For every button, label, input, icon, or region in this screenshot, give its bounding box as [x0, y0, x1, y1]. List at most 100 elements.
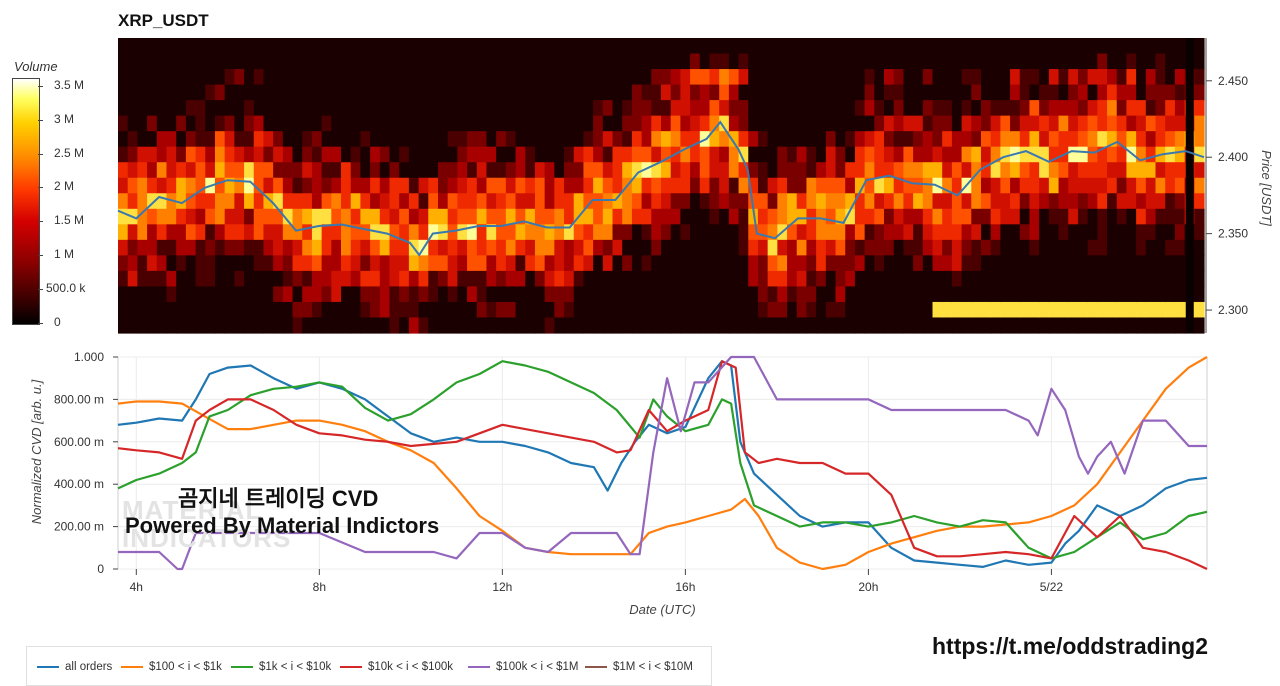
heatmap-cell	[719, 115, 730, 132]
cvd-xtick-label: 5/22	[1040, 580, 1064, 594]
heatmap-cell	[893, 317, 905, 334]
heatmap-cell	[913, 69, 924, 86]
heatmap-cell	[428, 146, 439, 163]
heatmap-cell	[913, 53, 924, 70]
heatmap-cell	[534, 69, 546, 86]
legend-item[interactable]: $10k < i < $100k	[340, 661, 453, 673]
heatmap-cell	[922, 131, 934, 148]
heatmap-cell	[845, 193, 856, 210]
heatmap-cell	[418, 146, 429, 163]
heatmap-cell	[1194, 38, 1205, 55]
heatmap-cell	[825, 162, 837, 179]
heatmap-cell	[961, 38, 972, 55]
heatmap-cell	[709, 208, 720, 225]
heatmap-cell	[224, 84, 235, 101]
heatmap-cell	[302, 100, 313, 117]
heatmap-cell	[1019, 177, 1031, 194]
heatmap-cell	[825, 84, 837, 101]
heatmap-cell	[990, 224, 1001, 241]
legend-item[interactable]: $100k < i < $1M	[468, 661, 578, 673]
heatmap-cell	[234, 177, 245, 194]
heatmap-cell	[350, 193, 362, 210]
legend-item[interactable]: $1k < i < $10k	[231, 661, 331, 673]
heatmap-cell	[292, 239, 303, 256]
heatmap-cell	[399, 53, 410, 70]
heatmap-cell	[1194, 317, 1205, 334]
heatmap-cell	[748, 38, 759, 55]
heatmap-cell	[690, 131, 701, 148]
heatmap-cell	[602, 208, 614, 225]
heatmap-cells	[118, 38, 1205, 334]
heatmap-cell	[942, 193, 953, 210]
heatmap-cell	[1126, 239, 1137, 256]
heatmap-cell	[1048, 301, 1060, 319]
heatmap-cell	[622, 301, 633, 319]
heatmap-cell	[321, 255, 332, 272]
heatmap-cell	[825, 115, 837, 132]
heatmap-cell	[854, 69, 866, 86]
heatmap-cell	[253, 146, 265, 163]
heatmap-cell	[1010, 301, 1021, 319]
heatmap-cell	[787, 317, 798, 334]
heatmap-cell	[244, 224, 255, 241]
heatmap-cell	[263, 84, 274, 101]
heatmap-cell	[360, 255, 371, 272]
heatmap-cell	[661, 270, 672, 288]
heatmap-cell	[1107, 255, 1118, 272]
heatmap-cell	[467, 146, 478, 163]
heatmap-cell	[476, 146, 488, 163]
heatmap-cell	[437, 301, 449, 319]
heatmap-cell	[990, 270, 1001, 288]
heatmap-cell	[234, 53, 245, 70]
heatmap-cell	[1087, 208, 1098, 225]
heatmap-cell	[661, 146, 672, 163]
legend-item[interactable]: all orders	[37, 661, 112, 673]
heatmap-cell	[253, 69, 265, 86]
heatmap-cell	[224, 131, 235, 148]
heatmap-cell	[942, 270, 953, 288]
price-axis-label: Price [USDT]	[1259, 150, 1274, 226]
heatmap-cell	[913, 255, 924, 272]
heatmap-cell	[1010, 255, 1021, 272]
heatmap-cell	[661, 100, 672, 117]
heatmap-cell	[980, 239, 992, 256]
heatmap-cell	[854, 239, 866, 256]
heatmap-cell	[719, 69, 730, 86]
heatmap-cell	[408, 38, 420, 55]
heatmap-cell	[922, 193, 934, 210]
legend-item[interactable]: $100 < i < $1k	[121, 661, 222, 673]
heatmap-cell	[651, 146, 662, 163]
heatmap-cell	[166, 255, 177, 272]
heatmap-cell	[602, 270, 614, 288]
heatmap-cell	[719, 208, 730, 225]
heatmap-cell	[835, 301, 846, 319]
heatmap-cell	[1048, 115, 1060, 132]
heatmap-cell	[331, 286, 342, 303]
heatmap-cell	[457, 84, 468, 101]
heatmap-cell	[612, 208, 623, 225]
heatmap-cell	[176, 239, 187, 256]
heatmap-cell	[370, 193, 381, 210]
heatmap-cell	[661, 115, 672, 132]
heatmap-cell	[379, 301, 391, 319]
heatmap-cell	[864, 193, 875, 210]
heatmap-cell	[1126, 255, 1137, 272]
heatmap-cell	[980, 286, 992, 303]
heatmap-cell	[418, 301, 429, 319]
legend-item[interactable]: $1M < i < $10M	[585, 661, 693, 673]
heatmap-cell	[360, 317, 371, 334]
heatmap-cell	[845, 115, 856, 132]
heatmap-cell	[496, 301, 507, 319]
telegram-link[interactable]: https://t.me/oddstrading2	[932, 633, 1208, 659]
heatmap-cell	[1126, 224, 1137, 241]
cvd-yaxis-label: Normalized CVD [arb. u.]	[29, 379, 44, 524]
heatmap-cell	[195, 255, 206, 272]
heatmap-cell	[777, 239, 788, 256]
heatmap-cell	[622, 208, 633, 225]
heatmap-cell	[1194, 115, 1205, 132]
heatmap-cell	[205, 53, 216, 70]
heatmap-cell	[709, 286, 720, 303]
heatmap-cell	[651, 115, 662, 132]
heatmap-cell	[1000, 146, 1011, 163]
price-tick-label: 2.450	[1218, 74, 1248, 88]
